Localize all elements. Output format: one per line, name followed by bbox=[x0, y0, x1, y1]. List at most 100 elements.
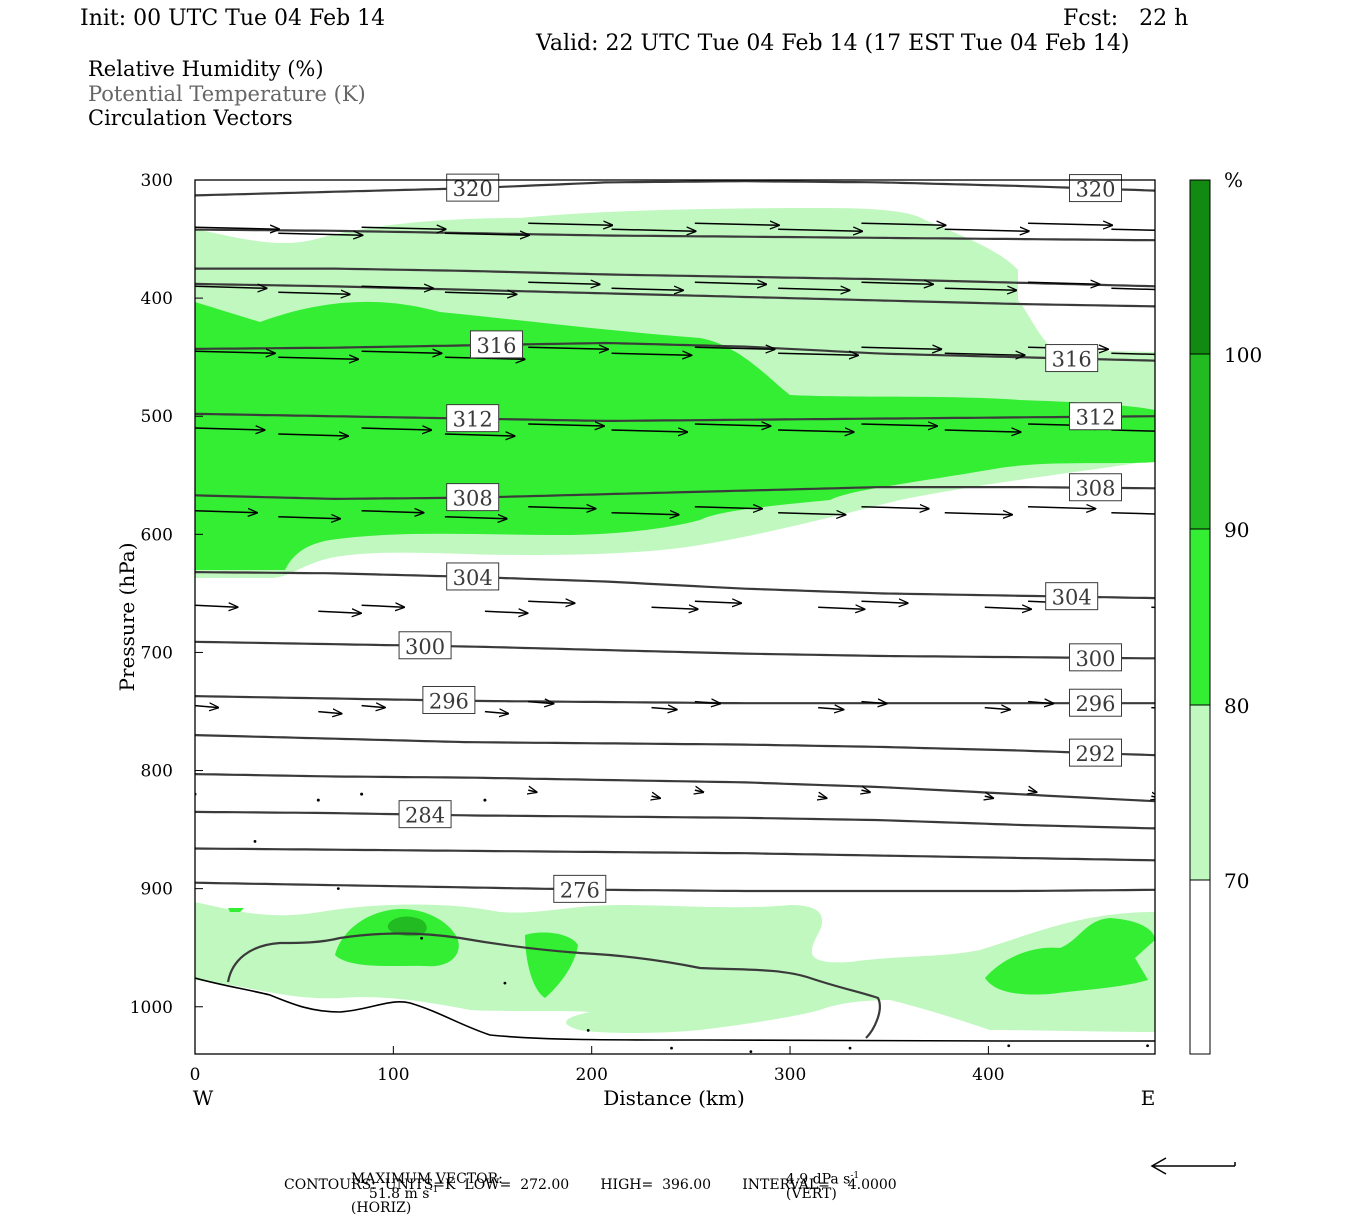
rh-80-dot bbox=[228, 908, 244, 912]
contour-label: 300 bbox=[405, 635, 445, 659]
vector-arrow bbox=[318, 712, 341, 714]
vector-arrow bbox=[818, 708, 843, 710]
vector-dot bbox=[483, 798, 487, 802]
y-tick-label: 1000 bbox=[130, 998, 173, 1018]
vector-arrow bbox=[861, 790, 869, 792]
rh-80-upper bbox=[195, 301, 1155, 570]
vector-arrow bbox=[861, 424, 937, 426]
vector-arrow bbox=[528, 702, 553, 704]
contour-label: 292 bbox=[1075, 742, 1115, 766]
contour-label: 320 bbox=[1075, 178, 1115, 202]
vector-arrow bbox=[694, 601, 741, 603]
vector-dot bbox=[360, 792, 364, 796]
vector-arrow bbox=[195, 605, 238, 607]
y-axis-label: Pressure (hPa) bbox=[115, 543, 139, 692]
contour-label: 276 bbox=[560, 878, 600, 902]
circulation-vectors bbox=[195, 223, 1155, 1054]
contour-label: 284 bbox=[405, 804, 445, 828]
rh-90-core bbox=[387, 916, 427, 937]
vector-arrow bbox=[1111, 228, 1155, 232]
vector-arrow bbox=[985, 796, 993, 798]
x-axis: 0 100 200 300 400 bbox=[190, 1046, 1005, 1085]
horiz-value: 51.8 m s bbox=[368, 1185, 430, 1202]
reference-vector-head bbox=[1150, 1157, 1167, 1175]
vector-arrow bbox=[195, 428, 265, 430]
west-label: W bbox=[193, 1086, 214, 1110]
vector-arrow bbox=[861, 702, 886, 704]
theta-contour-line bbox=[195, 847, 1155, 862]
vector-arrow bbox=[778, 513, 845, 515]
contour-label: 308 bbox=[453, 487, 493, 511]
vector-arrow bbox=[778, 430, 854, 432]
x-tick-label: 400 bbox=[972, 1065, 1004, 1085]
valid-time: Valid: 22 UTC Tue 04 Feb 14 (17 EST Tue … bbox=[536, 31, 1130, 56]
rh-80-blob-3 bbox=[985, 918, 1155, 995]
colorbar-segment-90 bbox=[1190, 354, 1210, 529]
x-tick-label: 100 bbox=[377, 1065, 409, 1085]
contour-label: 312 bbox=[453, 408, 493, 432]
theta-contour-line bbox=[195, 695, 1155, 705]
vector-arrow bbox=[694, 282, 766, 284]
vector-arrow bbox=[984, 708, 1010, 710]
colorbar-label-80: 80 bbox=[1224, 694, 1249, 718]
contour-label-box bbox=[446, 404, 500, 433]
theta-contour-line bbox=[195, 881, 1155, 893]
east-label: E bbox=[1141, 1086, 1156, 1110]
y-tick-label: 600 bbox=[141, 525, 173, 545]
footer-contours: CONTOURS: UNITS=K LOW= 272.00 HIGH= 396.… bbox=[284, 1177, 897, 1193]
forecast-hour: Fcst: 22 h bbox=[1063, 6, 1189, 31]
vector-arrow bbox=[861, 282, 932, 284]
vector-arrow bbox=[611, 430, 688, 432]
vector-arrow bbox=[652, 796, 660, 798]
vector-arrow bbox=[195, 227, 279, 229]
vector-arrow bbox=[694, 507, 762, 509]
contour-label: 312 bbox=[1075, 406, 1115, 430]
vector-arrow bbox=[528, 601, 574, 603]
vector-arrow bbox=[278, 357, 358, 359]
vector-arrow bbox=[444, 434, 515, 436]
vector-arrow bbox=[861, 347, 941, 349]
vector-arrow bbox=[694, 702, 720, 704]
max-vector-label: MAXIMUM VECTOR: bbox=[350, 1171, 503, 1187]
vector-arrow bbox=[195, 706, 218, 708]
legend-vectors: Circulation Vectors bbox=[88, 106, 293, 130]
contour-label: 296 bbox=[1075, 692, 1115, 716]
vector-arrow bbox=[944, 288, 1016, 290]
vector-arrow bbox=[361, 351, 442, 353]
theta-contour-272 bbox=[226, 932, 881, 1039]
vector-arrow bbox=[694, 347, 775, 349]
vector-arrow bbox=[278, 292, 349, 294]
contour-label-box bbox=[1068, 174, 1122, 203]
vector-arrow bbox=[484, 611, 528, 613]
vector-arrow bbox=[361, 286, 433, 288]
theta-contour-line bbox=[195, 412, 1155, 422]
vector-arrow bbox=[1028, 790, 1036, 792]
vector-arrow bbox=[361, 428, 432, 430]
vector-arrow bbox=[1028, 507, 1095, 509]
vector-dot bbox=[336, 887, 340, 891]
vector-arrow bbox=[694, 424, 771, 426]
vector-arrow bbox=[818, 607, 864, 609]
vector-arrow bbox=[361, 511, 424, 513]
horiz-tag: (HORIZ) bbox=[350, 1199, 412, 1216]
vector-arrow bbox=[611, 353, 692, 355]
vector-arrow bbox=[1028, 282, 1099, 284]
rh-shading bbox=[195, 208, 1155, 1033]
vector-dot bbox=[749, 1050, 753, 1054]
contour-label: 304 bbox=[1052, 586, 1092, 610]
vector-dot bbox=[586, 1028, 590, 1032]
vector-arrow bbox=[1151, 796, 1155, 798]
contour-label-box bbox=[1068, 402, 1122, 431]
y-tick-label: 900 bbox=[141, 880, 173, 900]
contour-label-box bbox=[1068, 688, 1122, 717]
vector-arrow bbox=[611, 513, 679, 515]
contour-label-box bbox=[422, 686, 476, 715]
vert-value: 4.9 dPa s bbox=[785, 1171, 851, 1188]
vector-arrow bbox=[195, 286, 266, 288]
vector-arrow bbox=[778, 353, 858, 355]
legend-rh: Relative Humidity (%) bbox=[88, 57, 324, 81]
theta-contour-line bbox=[195, 571, 1155, 600]
horiz-exponent: -1 bbox=[429, 1185, 439, 1195]
contour-label-box bbox=[1045, 344, 1099, 373]
theta-contour-line bbox=[195, 282, 1155, 308]
